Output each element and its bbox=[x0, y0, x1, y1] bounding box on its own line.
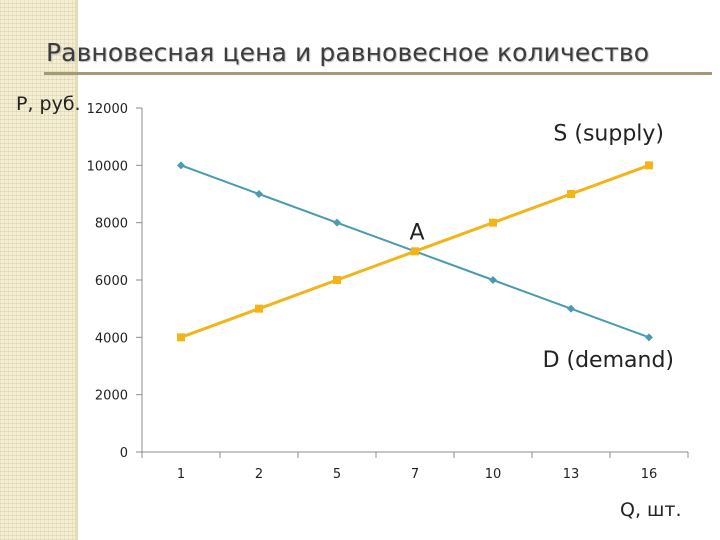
demand-data-point bbox=[645, 333, 653, 342]
x-tick-label: 7 bbox=[411, 467, 419, 482]
decorative-side-pattern bbox=[0, 0, 78, 540]
x-axis-title: Q, шт. bbox=[620, 499, 682, 521]
supply-data-point bbox=[489, 218, 497, 227]
x-tick-label: 10 bbox=[485, 467, 502, 482]
supply-data-point bbox=[177, 333, 185, 342]
title-underline bbox=[44, 72, 712, 75]
demand-data-point bbox=[333, 218, 341, 227]
demand-data-point bbox=[489, 276, 497, 284]
demand-data-point bbox=[567, 304, 575, 313]
x-tick-label: 2 bbox=[255, 467, 263, 482]
y-tick-label: 6000 bbox=[95, 274, 128, 289]
y-tick-label: 2000 bbox=[95, 389, 128, 404]
page-title: Равновесная цена и равновесное количеств… bbox=[46, 38, 650, 67]
supply-data-point bbox=[567, 190, 575, 198]
y-tick-label: 8000 bbox=[95, 217, 128, 232]
y-axis-title: P, руб. bbox=[16, 93, 81, 115]
supply-data-point bbox=[255, 304, 263, 313]
y-tick-label: 10000 bbox=[87, 159, 128, 174]
y-tick-label: 4000 bbox=[95, 331, 128, 346]
demand-data-point bbox=[255, 190, 263, 198]
supply-data-point bbox=[645, 161, 653, 170]
supply-data-point bbox=[333, 276, 341, 284]
equilibrium-point-label: A bbox=[409, 220, 424, 245]
x-tick-label: 5 bbox=[333, 467, 341, 482]
x-tick-label: 13 bbox=[563, 467, 580, 482]
y-tick-label: 0 bbox=[120, 446, 128, 461]
y-tick-label: 12000 bbox=[87, 102, 128, 117]
demand-series-label: D (demand) bbox=[543, 348, 674, 373]
x-tick-label: 1 bbox=[177, 467, 185, 482]
demand-data-point bbox=[177, 161, 185, 170]
supply-series-label: S (supply) bbox=[553, 122, 664, 147]
x-tick-label: 16 bbox=[641, 467, 658, 482]
supply-data-point bbox=[411, 247, 419, 256]
